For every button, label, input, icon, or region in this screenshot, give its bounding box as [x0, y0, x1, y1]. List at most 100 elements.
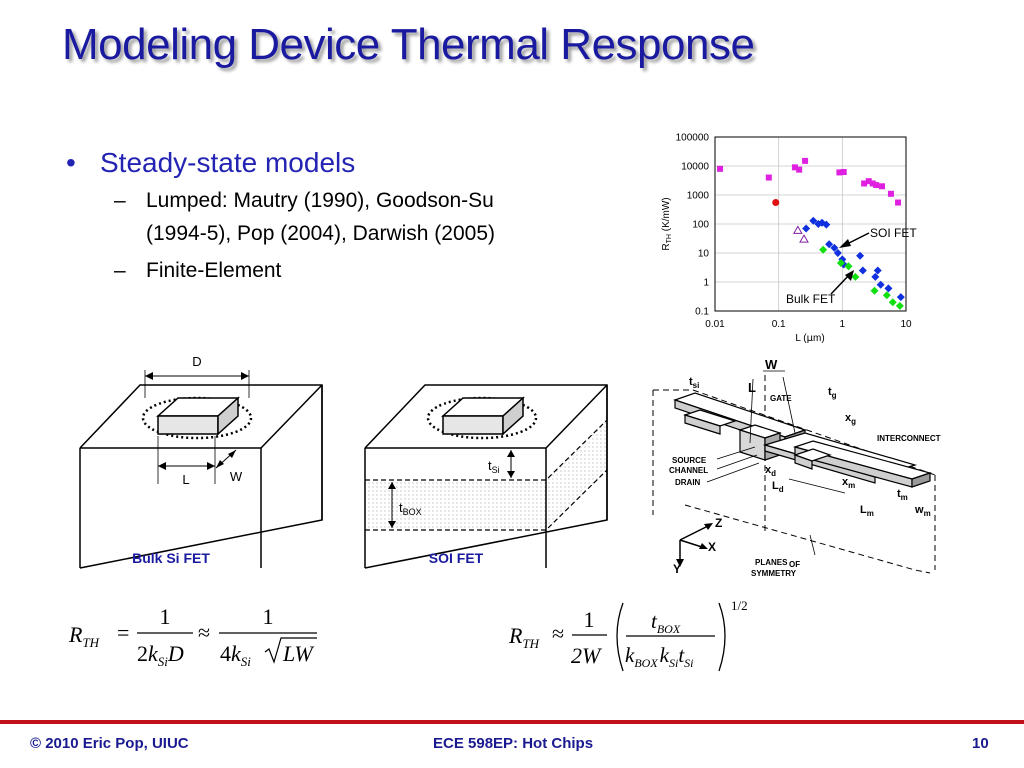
eq-denominator: 2W [571, 643, 602, 668]
eq-sqrt-sign [264, 637, 317, 664]
footer-course: ECE 598EP: Hot Chips [433, 735, 594, 752]
bulk-device-front [157, 415, 219, 435]
eq-numerator-2: 1 [263, 604, 274, 629]
data-point-diamond [822, 220, 831, 229]
svg-text:PLANES: PLANES [755, 558, 788, 567]
eq-approx: ≈ [552, 621, 564, 646]
data-point-diamond [819, 245, 828, 254]
bullet-steady-state: • Steady-state models [66, 147, 356, 178]
eq-right-paren [718, 602, 726, 672]
eq-denominator-1: 2kSiD [137, 641, 184, 669]
soi-rth-equation: RTH ≈ 1 2W tBOX kBOXkSitSi 1/2 [508, 598, 748, 672]
eq-denominator-2: 4kSi [220, 641, 251, 669]
eq-approx: ≈ [198, 620, 210, 645]
svg-text:SYMMETRY: SYMMETRY [751, 569, 797, 578]
svg-text:Z: Z [715, 516, 722, 530]
data-point-diamond [802, 224, 811, 233]
data-point-square [887, 190, 894, 197]
data-point-diamond [833, 249, 842, 257]
label-tbox: tBOX [399, 500, 422, 517]
box-oxide-side [546, 420, 607, 530]
data-point-diamond [830, 243, 839, 252]
data-point-diamond [858, 266, 867, 275]
svg-text:wm: wm [914, 504, 931, 518]
svg-text:GATE: GATE [770, 394, 792, 403]
svg-text:tm: tm [897, 488, 908, 502]
bulk-arrow-head [845, 270, 854, 281]
data-point-square [861, 180, 868, 187]
soi-device-side [502, 396, 524, 436]
data-point-square [865, 178, 872, 185]
y-tick-label: 1 [703, 278, 709, 289]
label-d: D [192, 354, 201, 369]
data-point-square [717, 165, 724, 172]
fe-labels: tsi W L GATE tg xg INTERCONNECT SOURCE C… [669, 357, 941, 578]
y-tick-label: 0.1 [695, 307, 709, 318]
bulk-device-side [217, 396, 239, 436]
data-point-square [895, 199, 902, 206]
y-tick-label: 1000 [687, 191, 710, 202]
data-point-diamond [836, 259, 845, 268]
label-tsi: tSi [488, 458, 500, 475]
data-point-diamond [825, 240, 834, 249]
x-tick-label: 0.01 [705, 319, 725, 330]
eq-exponent: 1/2 [731, 598, 748, 613]
subbullet-line: Lumped: Mautry (1990), Goodson-Su [146, 189, 494, 212]
svg-text:OF: OF [789, 560, 800, 569]
x-tick-label: 10 [900, 319, 912, 330]
data-point-diamond [896, 293, 905, 302]
svg-text:X: X [708, 540, 716, 554]
data-point-square [802, 157, 809, 164]
svg-text:INTERCONNECT: INTERCONNECT [877, 434, 941, 443]
data-points [717, 157, 905, 310]
data-point-diamond [871, 272, 880, 281]
data-point-diamond [851, 272, 860, 281]
bulk-heat-spread-ellipse [141, 396, 253, 440]
svg-text:Lm: Lm [860, 504, 874, 518]
tsi-dimension-arrows [507, 450, 515, 478]
data-point-diamond [809, 216, 818, 225]
bulk-si-fet-diagram: D L W Bulk Si FET [79, 354, 323, 569]
soi-fet-diagram: tSi tBOX SOI FET [364, 384, 608, 569]
fe-axes [679, 524, 711, 563]
data-point-square [796, 166, 803, 173]
data-point-diamond [876, 280, 885, 289]
data-point-diamond [856, 251, 865, 260]
eq-equals: = [117, 620, 129, 645]
box-layer-boundaries [365, 419, 608, 531]
bulk-caption: Bulk Si FET [132, 550, 210, 566]
box-oxide-front [365, 480, 546, 530]
eq-r: RTH [508, 623, 540, 651]
y-axis-label: RTH (K/mW) [661, 197, 673, 250]
eq-left-paren [616, 602, 624, 672]
data-point-diamond [895, 301, 904, 310]
bullet-text: Steady-state models [100, 147, 356, 178]
svg-text:W: W [765, 357, 778, 372]
data-point-square [791, 164, 798, 171]
eq-numerator-1: 1 [160, 604, 171, 629]
y-tick-label: 10 [698, 249, 710, 260]
fe-leader-lines [706, 370, 846, 556]
soi-fet-annotation: SOI FET [870, 226, 917, 240]
subbullet-finite-element: – Finite-Element [114, 259, 282, 282]
eq-r: RTH [68, 622, 100, 650]
data-point-diamond [873, 266, 882, 275]
data-point-square [765, 174, 772, 181]
bullet-list: • Steady-state models – Lumped: Mautry (19… [62, 146, 602, 287]
w-dimension-arrows [216, 450, 236, 468]
subbullet-text: Finite-Element [146, 259, 282, 282]
data-point-triangle [799, 234, 809, 243]
data-point-square [879, 183, 886, 190]
bulk-fet-annotation: Bulk FET [786, 292, 836, 306]
eq-inner-numerator: tBOX [651, 609, 681, 636]
svg-text:SOURCE: SOURCE [672, 456, 707, 465]
svg-text:Y: Y [673, 562, 681, 576]
data-point-circle [772, 199, 780, 207]
footer-page-number: 10 [972, 735, 989, 752]
data-point-square [840, 169, 847, 176]
eq-inner-denominator: kBOXkSitSi [625, 643, 694, 670]
footer-copyright: © 2010 Eric Pop, UIUC [30, 735, 189, 752]
footer-divider [0, 720, 1024, 724]
